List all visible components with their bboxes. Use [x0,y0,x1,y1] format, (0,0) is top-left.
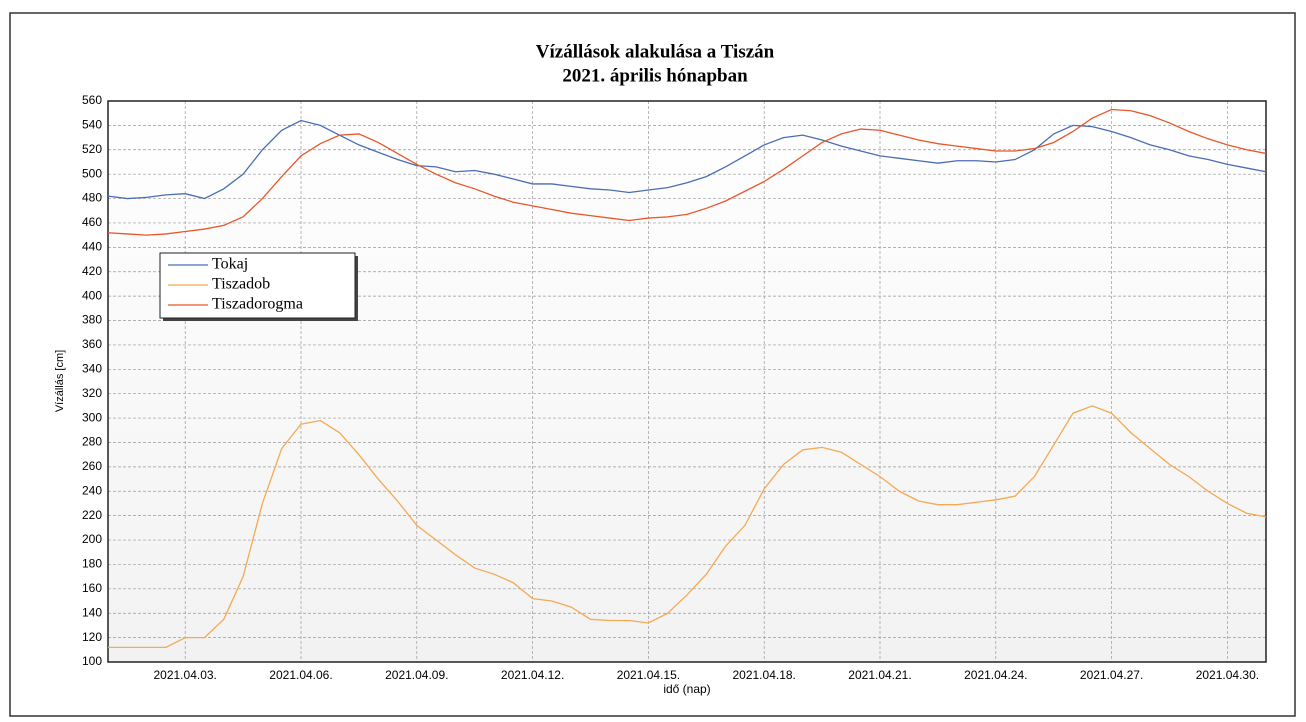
y-tick-label: 480 [82,191,102,205]
y-tick-label: 400 [82,288,102,302]
x-tick-label: 2021.04.27. [1080,668,1143,682]
x-tick-label: 2021.04.24. [964,668,1027,682]
y-tick-label: 300 [82,410,102,424]
y-tick-label: 460 [82,215,102,229]
y-tick-label: 180 [82,557,102,571]
plot-area [108,101,1266,662]
y-tick-label: 560 [82,93,102,107]
chart-title: Vízállások alakulása a Tiszán [536,41,775,62]
y-tick-label: 100 [82,654,102,668]
x-tick-label: 2021.04.09. [385,668,448,682]
y-axis-label: Vízállás [cm] [54,350,66,412]
series-line [107,119,1267,200]
y-tick-label: 520 [82,142,102,156]
y-tick-label: 380 [82,313,102,327]
y-tick-label: 540 [82,118,102,132]
plot-border [107,100,1267,663]
legend-label: Tiszadorogma [212,296,303,313]
x-tick-label: 2021.04.18. [732,668,795,682]
x-tick-label: 2021.04.12. [501,668,564,682]
y-tick-label: 160 [82,581,102,595]
x-tick-label: 2021.04.30. [1196,668,1259,682]
series-line [108,405,1267,649]
y-tick-label: 200 [82,532,102,546]
y-tick-label: 340 [82,361,102,375]
y-tick-label: 240 [82,483,102,497]
y-tick-label: 140 [82,605,102,619]
y-tick-label: 320 [82,386,102,400]
y-tick-label: 220 [82,508,102,522]
x-tick-label: 2021.04.15. [617,668,680,682]
series-line [107,108,1267,236]
y-tick-label: 440 [82,240,102,254]
x-tick-label: 2021.04.03. [153,668,216,682]
x-tick-label: 2021.04.21. [848,668,911,682]
y-tick-label: 360 [82,337,102,351]
chart-subtitle: 2021. április hónapban [562,65,748,86]
x-tick-label: 2021.04.06. [269,668,332,682]
legend-label: Tiszadob [212,276,270,293]
y-tick-label: 120 [82,630,102,644]
y-tick-label: 260 [82,459,102,473]
y-tick-label: 420 [82,264,102,278]
legend-label: Tokaj [212,256,248,273]
y-tick-label: 500 [82,166,102,180]
y-tick-label: 280 [82,435,102,449]
x-axis-label: idő (nap) [663,682,710,696]
